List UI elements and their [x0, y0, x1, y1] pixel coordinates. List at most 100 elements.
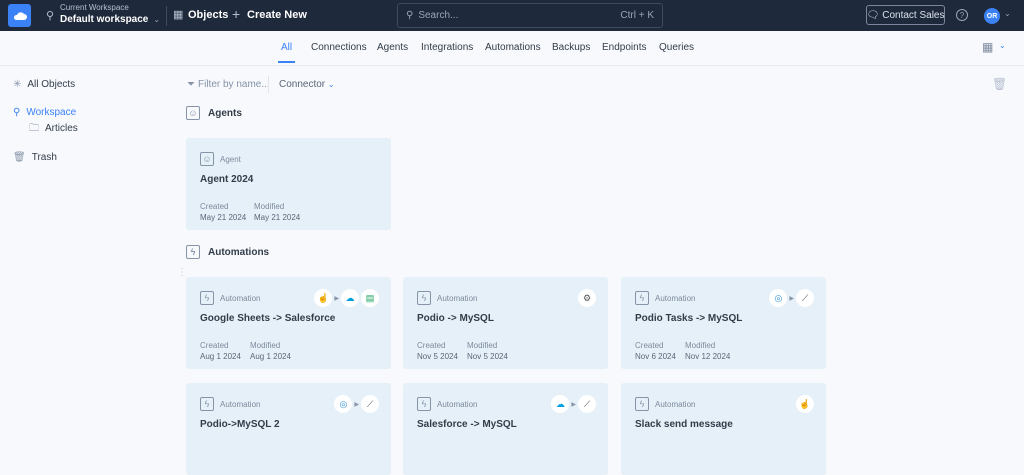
view-grid-icon[interactable]: ▦	[982, 40, 994, 54]
tab-connections[interactable]: Connections	[311, 42, 367, 53]
card-type: Automation	[220, 399, 261, 409]
card-type: Automation	[220, 293, 261, 303]
created-info: Created Nov 5 2024	[417, 341, 458, 361]
asterisk-icon: ✳	[13, 79, 22, 90]
automation-card[interactable]: ϟ Automation Podio -> MySQL Created Nov 5 2…	[403, 277, 608, 369]
lightning-icon: ϟ	[417, 397, 431, 411]
automation-card[interactable]: ϟ Automation Slack send message ☝	[621, 383, 826, 475]
chevron-down-icon[interactable]: ⌄	[1004, 9, 1011, 18]
contact-sales-label: Contact Sales	[882, 9, 945, 21]
sidebar-label: Workspace	[26, 107, 77, 118]
mysql-icon: ⟋	[578, 395, 596, 413]
folder-icon: 🗀	[29, 123, 39, 134]
search-placeholder: Search...	[418, 10, 459, 21]
card-title: Podio -> MySQL	[417, 313, 494, 324]
workspace-label: Current Workspace	[60, 3, 129, 12]
tab-backups[interactable]: Backups	[552, 42, 591, 53]
filter-placeholder: Filter by name...	[198, 79, 270, 90]
card-type: Agent	[220, 154, 241, 164]
lightning-icon: ϟ	[200, 397, 214, 411]
tab-automations[interactable]: Automations	[485, 42, 541, 53]
tab-bar	[0, 31, 1024, 66]
tab-agents[interactable]: Agents	[377, 42, 409, 53]
card-title: Slack send message	[635, 419, 733, 430]
modified-info: Modified May 21 2024	[254, 202, 301, 222]
help-icon[interactable]: ?	[956, 9, 968, 21]
workspace-switcher[interactable]: Current Workspace Default workspace ⌄	[60, 3, 160, 26]
sidebar-item-articles[interactable]: 🗀 Articles	[29, 123, 78, 135]
google-sheets-icon: ▤	[361, 289, 379, 307]
chevron-down-icon: ⌄	[327, 80, 335, 89]
chevron-down-icon[interactable]: ⌄	[999, 41, 1006, 50]
automation-card[interactable]: ϟ Automation Google Sheets -> Salesforce C…	[186, 277, 391, 369]
automation-card[interactable]: ϟ Automation Podio->MySQL 2 ◎ ▶ ⟋	[186, 383, 391, 475]
lightning-icon: ϟ	[635, 291, 649, 305]
podio-icon: ◎	[334, 395, 353, 413]
podio-icon: ◎	[769, 289, 788, 307]
card-title: Podio Tasks -> MySQL	[635, 313, 743, 324]
lightning-icon: ϟ	[186, 245, 200, 259]
section-title: Agents	[208, 107, 242, 119]
divider	[268, 76, 269, 93]
sidebar-item-workspace[interactable]: ⚲ Workspace	[13, 107, 76, 119]
lamp-icon: ⚲	[13, 107, 21, 118]
webhook-icon: ⚙	[578, 289, 596, 307]
sidebar-item-trash[interactable]: 🗑 Trash	[13, 152, 57, 164]
sidebar-label: Trash	[31, 152, 57, 163]
trash-icon[interactable]: 🗑	[992, 77, 1008, 91]
mysql-icon: ⟋	[361, 395, 379, 413]
avatar[interactable]: OR	[984, 8, 1000, 24]
tab-all[interactable]: All	[277, 42, 296, 63]
lightning-icon: ϟ	[200, 291, 214, 305]
salesforce-icon: ☁	[341, 289, 359, 307]
agent-icon: ☺	[186, 106, 200, 120]
workspace-selector[interactable]: Default workspace	[60, 14, 149, 25]
connector-icons: ☁ ▶ ⟋	[551, 395, 596, 413]
modified-info: Modified Nov 5 2024	[467, 341, 508, 361]
app-logo-icon[interactable]	[8, 4, 31, 27]
arrow-right-icon: ▶	[334, 295, 339, 302]
salesforce-icon: ☁	[551, 395, 570, 413]
connector-icons: ◎ ▶ ⟋	[334, 395, 379, 413]
section-agents: ☺ Agents	[186, 106, 242, 120]
connector-icons: ☝ ▶ ☁ ▤	[314, 289, 379, 307]
divider	[166, 6, 167, 26]
connector-icons: ☝	[796, 395, 814, 413]
created-info: Created May 21 2024	[200, 202, 247, 222]
agent-card[interactable]: ☺ Agent Agent 2024 Created May 21 2024 Mod…	[186, 138, 391, 230]
tab-queries[interactable]: Queries	[659, 42, 695, 53]
hand-icon: ☝	[314, 289, 333, 307]
created-info: Created Nov 6 2024	[635, 341, 676, 361]
created-info: Created Aug 1 2024	[200, 341, 241, 361]
grid-icon: ▦	[173, 9, 184, 21]
arrow-right-icon: ▶	[354, 401, 359, 408]
lightning-icon: ϟ	[635, 397, 649, 411]
create-new-button[interactable]: Create New	[247, 9, 307, 21]
contact-sales-button[interactable]: 🗨 Contact Sales	[866, 5, 945, 25]
modified-info: Modified Aug 1 2024	[250, 341, 291, 361]
card-type: Automation	[437, 293, 478, 303]
mysql-icon: ⟋	[796, 289, 814, 307]
connector-dropdown[interactable]: Connector ⌄	[279, 79, 335, 90]
sidebar-item-all-objects[interactable]: ✳ All Objects	[13, 79, 75, 91]
connector-icons: ◎ ▶ ⟋	[769, 289, 814, 307]
card-title: Agent 2024	[200, 174, 254, 185]
section-title: Automations	[208, 246, 270, 258]
filter-input[interactable]: ⏷ Filter by name...	[187, 79, 270, 90]
modified-info: Modified Nov 12 2024	[685, 341, 731, 361]
workspace-lamp-icon: ⚲	[46, 10, 55, 22]
chat-icon: 🗨	[866, 9, 880, 21]
card-type: Automation	[437, 399, 478, 409]
tab-integrations[interactable]: Integrations	[421, 42, 474, 53]
chevron-down-icon[interactable]: ⌄	[153, 14, 161, 24]
automation-card[interactable]: ϟ Automation Podio Tasks -> MySQL Created N…	[621, 277, 826, 369]
plus-icon: +	[232, 6, 241, 22]
tab-endpoints[interactable]: Endpoints	[602, 42, 647, 53]
connector-icons: ⚙	[578, 289, 596, 307]
objects-button[interactable]: Objects	[188, 9, 229, 21]
drag-handle-icon[interactable]: ⋮	[177, 267, 187, 278]
search-input[interactable]: ⚲ Search... Ctrl + K	[397, 3, 663, 28]
automation-card[interactable]: ϟ Automation Salesforce -> MySQL ☁ ▶ ⟋	[403, 383, 608, 475]
search-icon: ⚲	[406, 10, 414, 21]
lightning-icon: ϟ	[417, 291, 431, 305]
